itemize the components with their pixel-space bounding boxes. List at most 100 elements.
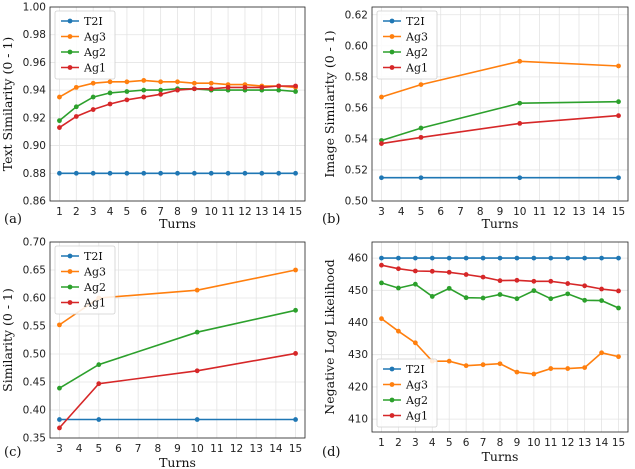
- data-point-ag3: [191, 80, 197, 86]
- data-point-ag2: [141, 87, 147, 93]
- data-point-ag1: [599, 286, 604, 292]
- y-axis-label: Similarity (0 - 1): [0, 288, 15, 392]
- data-point-ag1: [480, 274, 486, 280]
- data-point-ag3: [599, 350, 604, 356]
- x-tick-label: 5: [446, 437, 453, 449]
- legend-label-ag1: Ag1: [405, 410, 428, 423]
- x-tick-label: 14: [272, 206, 286, 218]
- panel-label: (c): [4, 445, 21, 460]
- y-tick-label: 1.00: [23, 2, 46, 14]
- legend-marker-t2i: [67, 253, 73, 259]
- legend-label-ag1: Ag1: [83, 297, 106, 310]
- data-point-ag3: [158, 79, 164, 85]
- x-tick-label: 3: [412, 437, 419, 449]
- x-tick-label: 2: [73, 206, 80, 218]
- y-tick-label: 0.90: [23, 140, 46, 152]
- data-point-ag3: [141, 78, 147, 83]
- data-point-ag2: [429, 294, 435, 299]
- data-point-t2i: [497, 255, 503, 261]
- x-tick-label: 13: [572, 206, 585, 218]
- legend-label-ag3: Ag3: [405, 379, 428, 392]
- x-tick-label: 11: [544, 437, 557, 449]
- y-tick-label: 430: [348, 349, 368, 361]
- x-tick-label: 15: [289, 206, 302, 218]
- data-point-ag3: [548, 366, 554, 371]
- data-point-ag3: [57, 322, 62, 328]
- y-tick-label: 450: [348, 285, 368, 297]
- data-point-t2i: [480, 255, 486, 261]
- legend-label-ag3: Ag3: [405, 31, 428, 44]
- data-point-ag3: [90, 80, 96, 86]
- data-point-ag3: [194, 287, 200, 293]
- data-point-ag1: [379, 262, 384, 268]
- data-point-ag1: [107, 101, 113, 107]
- data-point-t2i: [418, 175, 424, 181]
- data-point-ag2: [379, 280, 384, 286]
- data-point-ag2: [599, 298, 604, 304]
- x-tick-label: 9: [191, 206, 198, 218]
- data-point-ag2: [396, 285, 401, 291]
- data-point-ag2: [480, 295, 486, 301]
- data-point-ag2: [463, 295, 469, 301]
- data-point-ag3: [514, 369, 520, 375]
- data-point-t2i: [276, 170, 282, 176]
- data-point-ag3: [616, 63, 621, 69]
- data-point-ag3: [582, 365, 588, 370]
- data-point-t2i: [175, 170, 180, 176]
- data-point-ag1: [194, 368, 200, 374]
- data-point-ag3: [497, 361, 503, 367]
- x-tick-label: 12: [230, 443, 243, 455]
- data-point-t2i: [208, 170, 214, 176]
- y-tick-label: 0.45: [23, 377, 46, 389]
- y-tick-label: 410: [348, 414, 368, 426]
- data-point-t2i: [514, 255, 520, 261]
- legend: [376, 10, 438, 80]
- data-point-ag3: [517, 58, 523, 64]
- data-point-ag1: [582, 283, 588, 289]
- data-point-t2i: [158, 170, 164, 176]
- legend-label-ag2: Ag2: [405, 394, 428, 407]
- x-tick-label: 14: [595, 437, 609, 449]
- y-tick-label: 0.65: [23, 265, 46, 277]
- data-point-ag3: [480, 362, 486, 368]
- legend-marker-ag3: [67, 269, 73, 274]
- data-point-t2i: [565, 255, 571, 261]
- data-point-ag1: [276, 83, 282, 89]
- data-point-t2i: [194, 417, 200, 422]
- x-axis-label: Turns: [159, 216, 196, 231]
- y-tick-label: 0.60: [23, 293, 46, 305]
- data-point-ag2: [497, 292, 503, 297]
- data-point-ag1: [429, 268, 435, 274]
- legend-label-ag3: Ag3: [83, 31, 106, 44]
- data-point-ag2: [107, 90, 113, 96]
- legend-label-ag3: Ag3: [83, 266, 106, 279]
- data-point-t2i: [57, 170, 62, 176]
- legend-marker-t2i: [389, 366, 395, 372]
- x-tick-label: 1: [378, 437, 385, 449]
- data-point-ag1: [514, 277, 520, 283]
- x-tick-label: 10: [205, 206, 218, 218]
- data-point-ag3: [531, 371, 537, 377]
- data-point-ag1: [175, 87, 180, 93]
- data-point-ag3: [175, 79, 180, 85]
- legend-marker-ag3: [389, 382, 395, 387]
- data-point-ag2: [57, 385, 62, 391]
- data-point-t2i: [242, 170, 248, 176]
- series-line-ag2: [381, 100, 619, 142]
- data-point-ag3: [208, 80, 214, 86]
- data-point-t2i: [124, 170, 130, 176]
- data-point-ag3: [396, 328, 401, 334]
- plot-frame: [49, 6, 306, 202]
- legend-marker-ag2: [389, 49, 395, 55]
- x-axis-label: Turns: [159, 455, 196, 469]
- legend-marker-ag2: [67, 284, 73, 290]
- data-point-ag2: [293, 307, 298, 313]
- data-point-ag2: [194, 329, 200, 335]
- data-point-ag2: [514, 296, 520, 302]
- x-tick-label: 3: [56, 443, 63, 455]
- x-tick-label: 3: [378, 206, 385, 218]
- data-point-ag3: [418, 82, 424, 87]
- data-point-ag2: [616, 305, 621, 311]
- x-tick-label: 15: [289, 443, 302, 455]
